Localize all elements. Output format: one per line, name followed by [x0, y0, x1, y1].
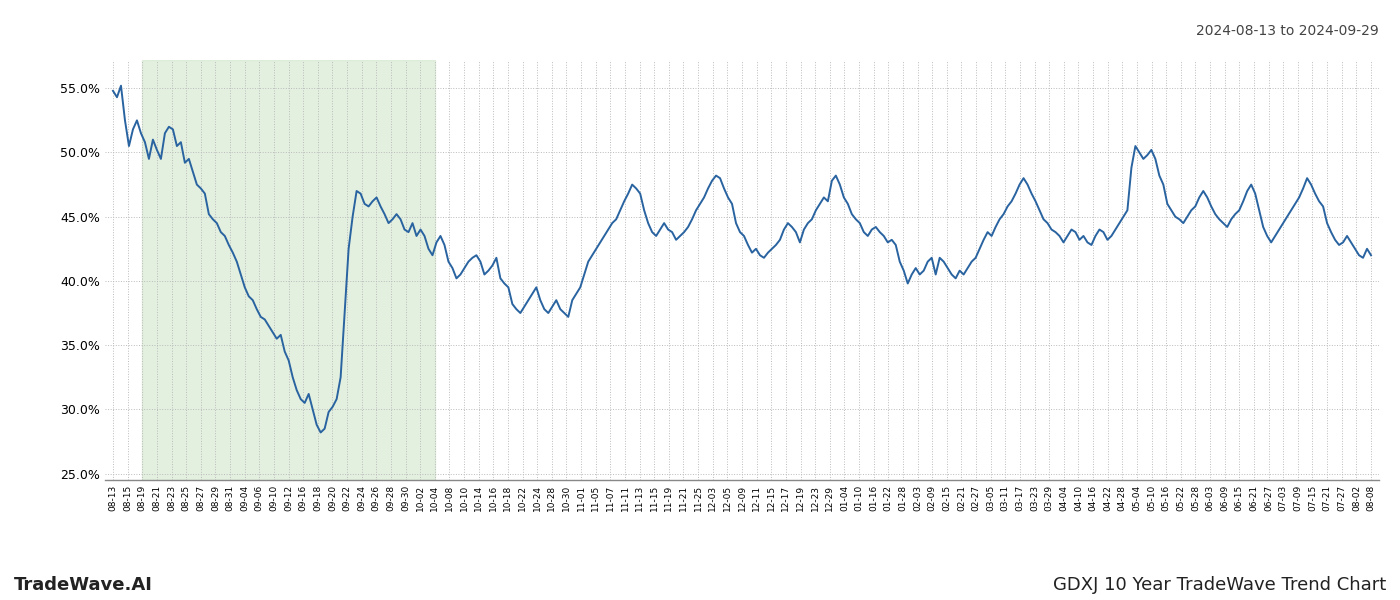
Text: TradeWave.AI: TradeWave.AI — [14, 576, 153, 594]
Text: 2024-08-13 to 2024-09-29: 2024-08-13 to 2024-09-29 — [1196, 24, 1379, 38]
Bar — [143, 60, 435, 480]
Text: GDXJ 10 Year TradeWave Trend Chart: GDXJ 10 Year TradeWave Trend Chart — [1053, 576, 1386, 594]
